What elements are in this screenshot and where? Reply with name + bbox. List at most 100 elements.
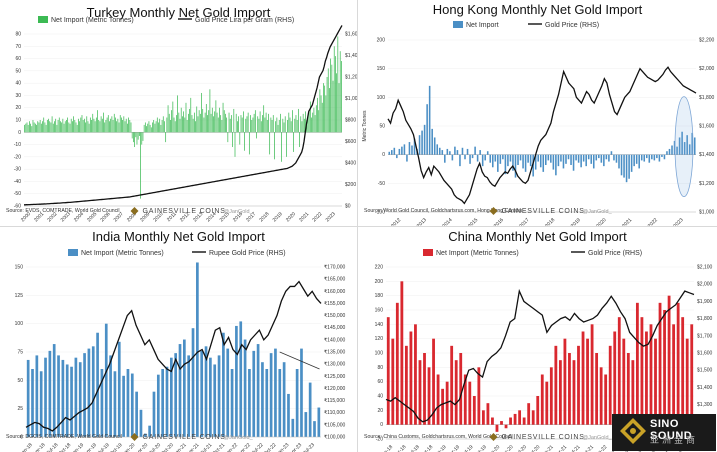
turkey-chart-panel: Turkey Monthly Net Gold Import Net Import… (0, 0, 357, 226)
turkey-bar (130, 122, 132, 133)
hongkong-bar (471, 154, 474, 159)
hongkong-bar (438, 147, 441, 155)
india-bar (26, 359, 30, 437)
china-handle: @JanGold_ (583, 435, 613, 441)
hongkong-y-left-tick: -100 (375, 210, 385, 216)
turkey-bar (118, 122, 120, 133)
turkey-bar (27, 124, 29, 133)
turkey-y-left-tick: 30 (15, 93, 21, 99)
hongkong-x-tick: 2020 (595, 217, 607, 226)
turkey-bar (211, 107, 213, 133)
hongkong-legend-bar-label: Net Import (466, 22, 499, 29)
turkey-bar (319, 89, 321, 133)
turkey-bar (275, 121, 277, 133)
hongkong-bar (509, 154, 512, 162)
hongkong-price-line (387, 66, 697, 205)
india-x-tick: Jul-23 (302, 442, 316, 452)
hongkong-bar (613, 154, 615, 161)
hongkong-bar (459, 154, 461, 167)
hongkong-bar (656, 154, 658, 159)
turkey-gainesville-logo-icon (130, 207, 139, 215)
turkey-bar (62, 118, 64, 133)
hongkong-y-right-tick: $2,000 (699, 66, 715, 72)
hongkong-bar (557, 154, 560, 167)
china-bar (581, 331, 585, 425)
turkey-y-left-tick: -10 (14, 142, 21, 148)
china-y-left-tick: 200 (375, 279, 384, 285)
india-bar (117, 341, 121, 437)
turkey-bar (188, 113, 189, 133)
turkey-handle: @JanGold_ (224, 209, 254, 215)
turkey-chart-title: Turkey Monthly Net Gold Import (87, 5, 271, 20)
turkey-y-right-tick: $400 (345, 161, 356, 167)
hongkong-bar (603, 154, 605, 167)
india-bar (200, 350, 204, 437)
china-x-tick: Oct-20 (527, 444, 542, 452)
india-bar (239, 321, 243, 437)
hongkong-bar (567, 154, 570, 160)
india-bar (109, 355, 112, 437)
china-x-tick: Jan-21 (540, 444, 555, 452)
india-x-tick: Jul-18 (46, 442, 60, 452)
turkey-bar (138, 132, 140, 136)
india-bar (174, 353, 178, 437)
hongkong-bar (466, 148, 469, 155)
india-bar (230, 369, 234, 437)
turkey-bar (82, 120, 84, 133)
china-chart-panel: China Monthly Net Gold Import Net Import … (358, 227, 717, 452)
turkey-bar (246, 116, 248, 133)
india-bar (48, 350, 52, 437)
turkey-bar (115, 117, 116, 133)
turkey-source-note: Source: EVDS, COMTRADE, World Gold Counc… (6, 208, 120, 214)
turkey-bar (98, 120, 100, 133)
china-bar (450, 345, 454, 425)
turkey-bar (166, 117, 168, 133)
china-legend-bar-label: Net Import (Metric Tonnes) (436, 250, 519, 257)
india-x-tick: Apr-18 (32, 442, 47, 452)
hongkong-y-left-tick: 0 (382, 152, 385, 158)
turkey-bar (159, 118, 161, 133)
turkey-bar (228, 112, 230, 133)
hongkong-y-right-tick: $1,200 (699, 181, 715, 187)
hongkong-bar (542, 154, 545, 172)
turkey-gainesville-logo-text: GAINESVILLE COINS (143, 208, 226, 215)
turkey-bar (237, 121, 238, 133)
hongkong-bar (681, 131, 683, 155)
china-bar (649, 324, 653, 425)
india-bar (156, 374, 160, 437)
india-bar (304, 412, 308, 437)
china-gainesville-logo-text: GAINESVILLE COINS (502, 434, 585, 441)
hongkong-bar (469, 154, 471, 164)
turkey-bar (209, 89, 211, 133)
hongkong-x-tick: 2023 (672, 217, 684, 226)
hongkong-bar (413, 138, 416, 155)
india-y-left-tick: 100 (15, 321, 24, 327)
turkey-y-left-tick: 80 (15, 32, 21, 38)
hongkong-bar (393, 147, 396, 155)
turkey-x-tick: 2021 (298, 211, 310, 223)
turkey-bar (167, 105, 169, 133)
hongkong-bar (396, 154, 398, 159)
turkey-bar (208, 110, 210, 133)
turkey-bar (158, 122, 159, 133)
china-bar (563, 338, 567, 425)
turkey-bar (155, 121, 157, 133)
hongkong-bar (582, 154, 585, 162)
turkey-bar (311, 117, 312, 133)
hongkong-bar (570, 154, 572, 165)
turkey-bar (55, 118, 57, 133)
india-bar (122, 375, 125, 437)
india-y-right-tick: ₹145,000 (324, 325, 345, 331)
turkey-bar (88, 123, 90, 133)
hongkong-bar (537, 154, 539, 162)
india-chart-panel: India Monthly Net Gold Import Net Import … (0, 227, 357, 452)
turkey-y-left-tick: 70 (15, 44, 21, 50)
india-bar (178, 344, 182, 437)
hongkong-chart-title: Hong Kong Monthly Net Gold Import (433, 2, 643, 17)
turkey-bar (156, 117, 158, 133)
turkey-bar (282, 118, 284, 133)
china-bar (481, 410, 485, 425)
hongkong-highlight-ellipse (674, 96, 694, 198)
india-price-line (25, 280, 322, 432)
turkey-y-left-tick: 0 (18, 130, 21, 136)
